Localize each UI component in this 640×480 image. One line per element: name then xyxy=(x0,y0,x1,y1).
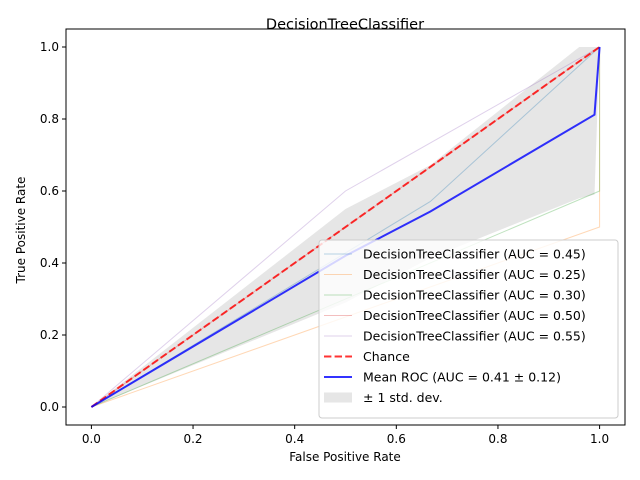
y-tick-label: 0.6 xyxy=(40,184,59,198)
x-tick-label: 0.4 xyxy=(285,432,304,446)
legend-label-std-band: ± 1 std. dev. xyxy=(363,390,443,405)
legend-swatch-std-band xyxy=(324,392,352,403)
x-tick-label: 0.8 xyxy=(488,432,507,446)
x-tick-label: 1.0 xyxy=(590,432,609,446)
legend-label-fold-3: DecisionTreeClassifier (AUC = 0.30) xyxy=(363,288,586,303)
legend-label-fold-2: DecisionTreeClassifier (AUC = 0.25) xyxy=(363,267,586,282)
y-tick-label: 1.0 xyxy=(40,40,59,54)
y-tick-label: 0.0 xyxy=(40,400,59,414)
legend-label-fold-5: DecisionTreeClassifier (AUC = 0.55) xyxy=(363,329,586,344)
y-axis-label: True Positive Rate xyxy=(14,177,28,285)
legend-label-chance: Chance xyxy=(363,349,410,364)
fold-roc-line-5 xyxy=(91,46,600,408)
x-axis-label: False Positive Rate xyxy=(289,450,401,464)
chart-title: DecisionTreeClassifier xyxy=(266,17,424,33)
chance-line xyxy=(90,46,601,408)
legend-label-mean: Mean ROC (AUC = 0.41 ± 0.12) xyxy=(363,370,561,385)
mean-roc-line xyxy=(90,46,601,408)
y-tick-label: 0.2 xyxy=(40,328,59,342)
x-tick-label: 0.2 xyxy=(183,432,202,446)
legend: DecisionTreeClassifier (AUC = 0.45) Decis… xyxy=(318,239,619,419)
y-tick-label: 0.8 xyxy=(40,112,59,126)
fold-roc-line-2 xyxy=(91,47,601,408)
fold-roc-line-3 xyxy=(91,47,601,408)
x-tick-label: 0.6 xyxy=(387,432,406,446)
axis-ticks: 0.0 0.2 0.4 0.6 0.8 1.0 0.0 0.2 0.4 0.6 0.8 1.0 xyxy=(40,40,609,446)
plot-area xyxy=(90,46,601,408)
legend-box xyxy=(318,239,619,419)
fold-roc-line-1 xyxy=(91,46,600,408)
legend-label-fold-1: DecisionTreeClassifier (AUC = 0.45) xyxy=(363,247,586,262)
axes-frame xyxy=(65,28,626,426)
x-tick-label: 0.0 xyxy=(82,432,101,446)
legend-label-fold-4: DecisionTreeClassifier (AUC = 0.50) xyxy=(363,308,586,323)
y-tick-label: 0.4 xyxy=(40,256,59,270)
